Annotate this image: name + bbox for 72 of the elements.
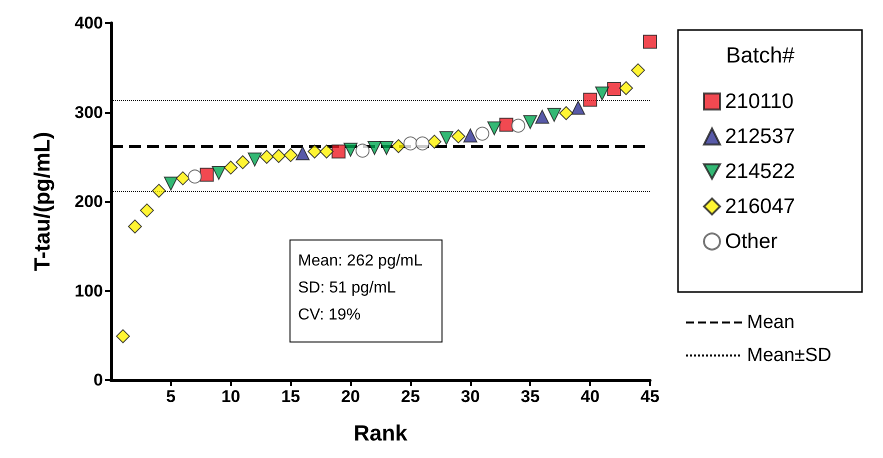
point — [523, 115, 538, 130]
point — [415, 136, 430, 150]
point — [607, 82, 622, 96]
point — [427, 134, 442, 149]
legend-label: Mean±SD — [747, 345, 832, 366]
point — [188, 170, 202, 184]
point — [164, 176, 178, 191]
x-axis-title: Rank — [354, 420, 408, 446]
x-tick-label: 30 — [460, 387, 480, 406]
point — [128, 219, 142, 234]
x-tick-label: 20 — [341, 387, 360, 406]
point — [535, 110, 550, 124]
point — [487, 121, 502, 136]
y-tick-label: 400 — [74, 14, 103, 32]
y-tick-label: 300 — [74, 102, 103, 122]
point — [200, 168, 214, 182]
annotation: CV: 19% — [298, 306, 361, 324]
point — [511, 118, 526, 133]
x-tick-label: 5 — [166, 387, 176, 406]
y-tick-label: 200 — [74, 192, 103, 211]
point — [152, 184, 166, 198]
point — [176, 171, 190, 186]
point — [595, 86, 610, 101]
y-axis-title: T-tau/(pg/mL) — [30, 132, 54, 272]
point — [332, 144, 346, 159]
point — [140, 203, 154, 218]
legend-label: 212537 — [725, 125, 796, 148]
point — [439, 131, 454, 146]
point — [212, 166, 226, 180]
annotation: SD: 51 pg/mL — [298, 280, 396, 296]
point — [643, 34, 657, 49]
point — [547, 108, 562, 122]
x-tick-label: 10 — [221, 387, 240, 406]
point — [559, 106, 574, 120]
point — [583, 92, 598, 107]
point — [475, 126, 490, 141]
x-tick-label: 40 — [580, 387, 600, 406]
legend-title: Batch# — [726, 42, 796, 68]
legend-label: Other — [725, 230, 778, 253]
point — [272, 148, 286, 163]
point — [320, 144, 334, 159]
point — [631, 63, 646, 78]
point — [296, 146, 310, 160]
legend-label: Mean — [747, 312, 795, 333]
x-tick-label: 45 — [640, 387, 660, 406]
point — [499, 118, 514, 132]
point — [248, 152, 262, 167]
x-tick-label: 25 — [400, 387, 420, 406]
point — [116, 329, 130, 344]
point — [224, 160, 238, 175]
point — [571, 100, 586, 115]
point — [391, 139, 406, 154]
point — [260, 150, 274, 164]
point — [379, 140, 394, 155]
point — [368, 140, 382, 155]
legend-label: 214522 — [725, 160, 796, 183]
point — [619, 81, 634, 96]
point — [451, 129, 466, 144]
point — [344, 142, 358, 157]
point — [403, 136, 418, 150]
x-tick-label: 35 — [520, 387, 540, 406]
annotation: Mean: 262 pg/mL — [298, 252, 423, 270]
point — [236, 155, 250, 170]
point — [308, 144, 322, 159]
x-tick-label: 15 — [281, 387, 300, 406]
legend-label: 216047 — [725, 195, 796, 218]
point — [284, 148, 298, 162]
point — [356, 144, 370, 158]
point — [463, 128, 478, 142]
legend-label: 210110 — [725, 90, 794, 113]
y-tick-label: 100 — [74, 281, 103, 300]
y-tick-label: 0 — [94, 370, 103, 390]
